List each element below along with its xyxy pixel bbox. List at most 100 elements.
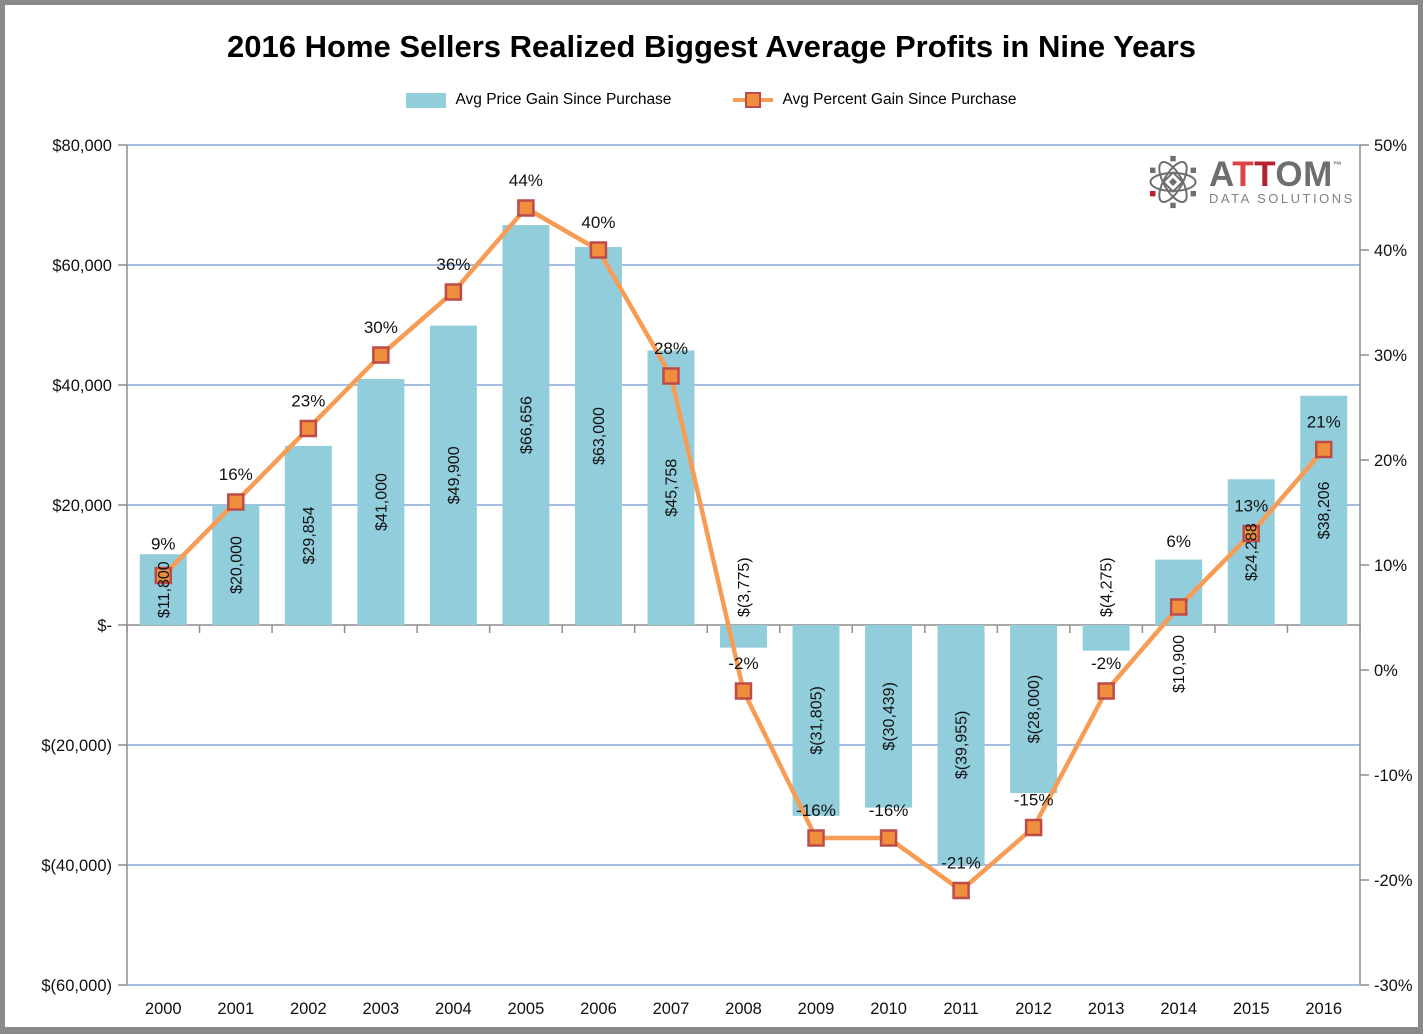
bar-value-label: $20,000 bbox=[228, 536, 245, 594]
x-axis-label: 2003 bbox=[362, 1000, 399, 1018]
bar-value-label: $38,206 bbox=[1316, 481, 1333, 539]
attom-logo: ATTOM™ DATA SOLUTIONS bbox=[1146, 155, 1355, 209]
bar-value-label: $(3,775) bbox=[736, 557, 753, 617]
left-axis-label: $40,000 bbox=[52, 377, 112, 395]
bar-value-label: $24,288 bbox=[1244, 523, 1261, 581]
bar bbox=[284, 445, 332, 625]
bar bbox=[502, 225, 550, 625]
line-marker bbox=[879, 829, 898, 847]
line-marker bbox=[1097, 682, 1115, 700]
logo-letter: M bbox=[1303, 154, 1333, 194]
percent-label: 6% bbox=[1166, 532, 1191, 551]
bar-value-label: $(28,000) bbox=[1026, 675, 1043, 744]
x-axis-label: 2010 bbox=[870, 1000, 907, 1018]
attom-wordmark: ATTOM™ bbox=[1209, 154, 1355, 194]
percent-label: -16% bbox=[869, 801, 909, 820]
x-axis-label: 2002 bbox=[290, 1000, 327, 1018]
left-axis-label: $20,000 bbox=[52, 497, 112, 515]
x-axis-label: 2006 bbox=[580, 1000, 617, 1018]
line-marker bbox=[1169, 598, 1188, 616]
x-axis-label: 2012 bbox=[1015, 1000, 1052, 1018]
bar bbox=[1300, 395, 1348, 625]
x-axis-label: 2014 bbox=[1160, 1000, 1197, 1018]
logo-letter: T bbox=[1254, 154, 1276, 194]
percent-label: -16% bbox=[796, 801, 836, 820]
line-marker bbox=[662, 367, 680, 385]
x-axis-label: 2005 bbox=[508, 1000, 545, 1018]
line-series-swatch-icon bbox=[733, 92, 774, 108]
trademark-symbol: ™ bbox=[1332, 159, 1343, 170]
line-marker bbox=[372, 346, 390, 364]
percent-label: 44% bbox=[509, 171, 543, 190]
attom-atom-icon bbox=[1149, 155, 1197, 209]
left-axis-label: $- bbox=[97, 617, 112, 635]
line-marker bbox=[952, 881, 970, 900]
logo-letter: A bbox=[1209, 154, 1233, 194]
right-axis-label: 20% bbox=[1374, 452, 1407, 470]
bar-value-label: $10,900 bbox=[1171, 635, 1188, 693]
percent-label: -2% bbox=[1091, 654, 1121, 673]
bar-value-label: $29,854 bbox=[301, 506, 318, 564]
x-axis-label: 2000 bbox=[145, 1000, 182, 1018]
x-axis-label: 2013 bbox=[1088, 1000, 1125, 1018]
bar-value-label: $49,900 bbox=[446, 446, 463, 504]
bar-value-label: $(30,439) bbox=[881, 682, 898, 751]
line-marker bbox=[444, 283, 463, 301]
bar bbox=[865, 625, 913, 808]
percent-label: -15% bbox=[1014, 791, 1054, 810]
left-axis-label: $(60,000) bbox=[41, 977, 112, 995]
percent-label: 36% bbox=[436, 255, 470, 274]
right-axis-label: -30% bbox=[1374, 977, 1413, 995]
bar bbox=[139, 554, 187, 625]
bar-value-label: $66,656 bbox=[518, 396, 535, 454]
combo-chart: $80,000 $60,000 $40,000 $20,000 $- $(20,000) $… bbox=[41, 137, 1413, 1018]
right-axis-label: 0% bbox=[1374, 662, 1398, 680]
percent-label: 40% bbox=[581, 213, 615, 232]
bar bbox=[1010, 625, 1058, 793]
line-marker bbox=[1242, 524, 1260, 543]
bar-value-label: $(4,275) bbox=[1099, 557, 1116, 617]
percent-label: 28% bbox=[654, 339, 688, 358]
right-axis-label: 50% bbox=[1374, 137, 1407, 155]
bar bbox=[574, 247, 622, 625]
attom-logo-text: ATTOM™ DATA SOLUTIONS bbox=[1209, 154, 1355, 207]
x-axis-label: 2009 bbox=[798, 1000, 835, 1018]
x-axis-label: 2001 bbox=[217, 1000, 254, 1018]
right-axis-label: -10% bbox=[1374, 767, 1413, 785]
x-axis-label: 2004 bbox=[435, 1000, 472, 1018]
x-axis-label: 2008 bbox=[725, 1000, 762, 1018]
legend-item-price-gain: Avg Price Gain Since Purchase bbox=[406, 91, 671, 109]
bar-value-label: $63,000 bbox=[591, 407, 608, 465]
line-marker bbox=[1024, 818, 1043, 837]
percent-label: 21% bbox=[1307, 413, 1341, 432]
bar bbox=[647, 350, 695, 625]
bar-value-label: $41,000 bbox=[373, 473, 390, 531]
trend-line bbox=[161, 205, 1326, 893]
bar bbox=[1082, 625, 1130, 651]
bar bbox=[792, 625, 840, 816]
line-marker bbox=[299, 419, 318, 438]
line-marker-icon bbox=[745, 92, 762, 108]
line-marker bbox=[589, 241, 608, 259]
bar bbox=[937, 625, 985, 865]
line-marker bbox=[517, 199, 535, 217]
bar bbox=[357, 379, 405, 625]
percent-label: 13% bbox=[1234, 497, 1268, 516]
legend-label-percent-gain: Avg Percent Gain Since Purchase bbox=[782, 91, 1017, 108]
bar-value-label: $(39,955) bbox=[954, 711, 971, 780]
line-marker bbox=[734, 682, 753, 700]
percent-label: 9% bbox=[151, 535, 176, 554]
logo-subtitle: DATA SOLUTIONS bbox=[1209, 191, 1355, 207]
percent-label: -2% bbox=[728, 654, 758, 673]
right-axis-label: 10% bbox=[1374, 557, 1407, 575]
percent-label: 16% bbox=[219, 465, 253, 484]
left-axis-label: $80,000 bbox=[52, 137, 112, 155]
x-axis-label: 2007 bbox=[653, 1000, 690, 1018]
percent-label: 30% bbox=[364, 318, 398, 337]
line-marker bbox=[154, 566, 173, 585]
bar-value-label: $11,800 bbox=[156, 561, 173, 618]
legend: Avg Price Gain Since Purchase Avg Percen… bbox=[5, 91, 1418, 109]
left-axis-label: $60,000 bbox=[52, 257, 112, 275]
bar-value-label: $(31,805) bbox=[809, 686, 826, 755]
bar-series-swatch-icon bbox=[406, 92, 447, 108]
